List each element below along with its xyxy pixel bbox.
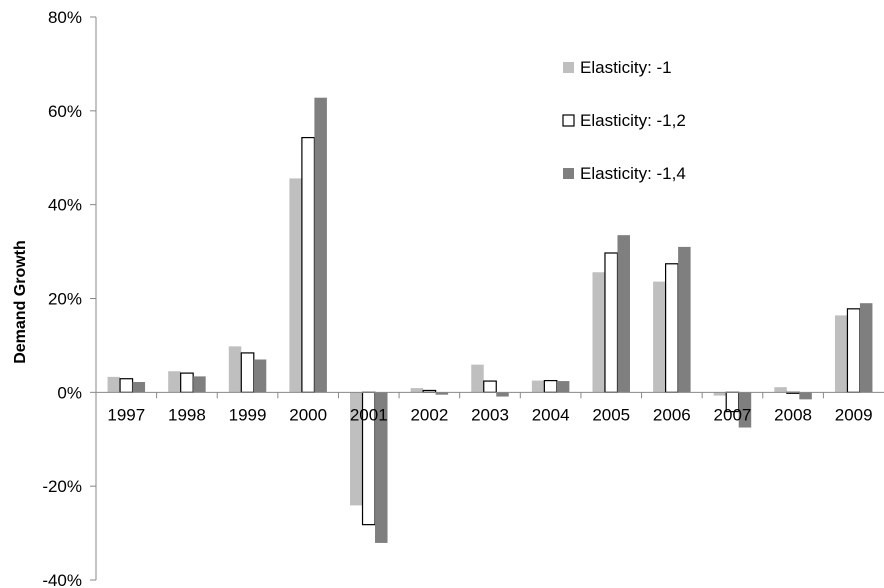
- bar: [301, 136, 315, 393]
- bar: [107, 376, 121, 393]
- y-tick-label: -20%: [42, 477, 82, 496]
- bar: [119, 378, 134, 393]
- bar: [483, 380, 497, 393]
- y-tick-label: 60%: [48, 102, 82, 121]
- bar: [664, 263, 679, 393]
- bar: [531, 380, 545, 393]
- bar: [653, 281, 666, 393]
- bar: [859, 303, 873, 393]
- bar: [678, 246, 691, 393]
- y-tick-label: 0%: [57, 383, 82, 402]
- legend-label: Elasticity: -1,2: [580, 111, 686, 130]
- bar: [556, 381, 570, 393]
- bars: [107, 97, 873, 543]
- legend-swatch: [562, 114, 575, 127]
- bar: [592, 272, 605, 393]
- bar: [314, 97, 327, 393]
- y-tick-label: 40%: [48, 196, 82, 215]
- bar: [168, 371, 181, 393]
- y-tick-label: 20%: [48, 290, 82, 309]
- x-tick-label: 2001: [350, 405, 388, 424]
- legend-swatch: [563, 62, 574, 73]
- bar: [193, 376, 206, 393]
- bar: [713, 392, 727, 396]
- x-tick-label: 1999: [229, 405, 267, 424]
- bar: [617, 235, 630, 393]
- legend: Elasticity: -1 Elasticity: -1,2 Elasticity…: [562, 58, 686, 183]
- x-tick-label: 2008: [774, 405, 812, 424]
- x-tick-label: 2004: [532, 405, 570, 424]
- bar: [375, 392, 388, 543]
- bar: [410, 388, 424, 393]
- bar: [180, 372, 194, 393]
- bar: [240, 352, 255, 393]
- bar: [738, 392, 752, 428]
- y-tick-label: 80%: [48, 8, 82, 27]
- bar: [435, 392, 449, 395]
- bar: [496, 392, 509, 397]
- bar: [132, 382, 146, 393]
- bar: [289, 178, 302, 393]
- legend-swatch: [563, 168, 574, 179]
- bar: [834, 315, 848, 393]
- bar: [846, 308, 861, 393]
- x-tick-label: 2009: [835, 405, 873, 424]
- x-tick-label: 1998: [168, 405, 206, 424]
- bar: [253, 359, 267, 393]
- bar: [774, 387, 787, 393]
- bar: [543, 380, 558, 393]
- bar: [604, 252, 619, 393]
- y-tick-label: -40%: [42, 571, 82, 588]
- y-axis-title: Demand Growth: [12, 240, 29, 364]
- x-tick-label: 1997: [107, 405, 145, 424]
- bar: [228, 346, 242, 393]
- x-tick-label: 2007: [714, 405, 752, 424]
- bar: [471, 364, 484, 393]
- x-tick-label: 2000: [289, 405, 327, 424]
- x-tick-label: 2006: [653, 405, 691, 424]
- bar: [799, 392, 812, 400]
- legend-label: Elasticity: -1,4: [580, 164, 686, 183]
- x-tick-label: 2005: [592, 405, 630, 424]
- x-tick-label: 2003: [471, 405, 509, 424]
- x-tick-label: 2002: [410, 405, 448, 424]
- x-axis: 1997 1998 1999 2000 2001 2002 2003 2004 2005 2006…: [95, 391, 884, 424]
- y-axis: -40% -20% 0% 20% 40% 60% 80%: [42, 8, 97, 588]
- bar: [350, 392, 363, 506]
- legend-label: Elasticity: -1: [580, 58, 672, 77]
